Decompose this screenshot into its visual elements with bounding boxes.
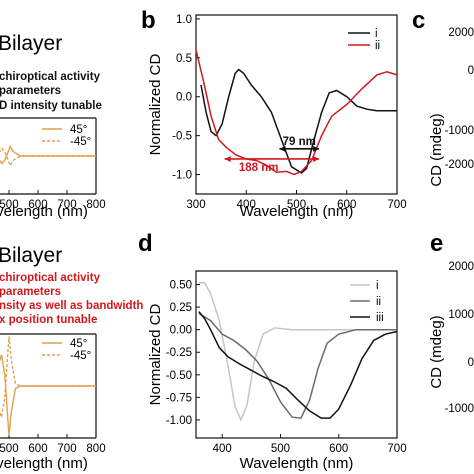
panel-c-note-3: nsity as well as bandwidth	[0, 300, 143, 312]
plot-d-ytick-4: -0.50	[166, 370, 192, 382]
panel-c-title: Bilayer	[0, 244, 62, 267]
chart-c: 00500600700800velength (nm)45°-45°	[0, 333, 106, 472]
plot-b-ytick-2: 0.0	[176, 92, 192, 104]
plot-a-legend-label-0: 45°	[70, 124, 87, 136]
panel-e-right: e CD (mdeg) 2000 1000 0 -1000	[428, 230, 474, 415]
panel-e-right-tick-1: 1000	[448, 309, 474, 321]
plot-b-annot-arrow-left-1	[224, 155, 231, 162]
plot-c-legend-label-1: -45°	[70, 350, 91, 362]
plot-a-xtick-2: 600	[28, 199, 47, 211]
plot-d-xtick-0: 400	[213, 443, 232, 455]
plot-b-series-i	[200, 68, 397, 174]
plot-b-legend-label-0: i	[375, 28, 378, 40]
plot-c-xtick-2: 600	[28, 443, 47, 455]
panel-c-right-tick-1: 0	[468, 65, 474, 77]
panel-e-right-tick-0: 2000	[448, 261, 474, 273]
plot-d-ytick-0: 0.50	[170, 280, 192, 292]
plot-b-xtick-0: 300	[186, 199, 205, 211]
plot-d-ytick-5: -0.75	[166, 392, 192, 404]
plot-b-annot-label-1: 188 nm	[239, 162, 279, 174]
panel-e-right-ylabel: CD (mdeg)	[428, 315, 445, 388]
plot-c-legend-label-0: 45°	[70, 338, 87, 350]
panel-c-right-tick-2: -1000	[445, 125, 474, 137]
plot-b-ytick-0: 1.0	[176, 14, 192, 26]
chart-a: 00500600700800velength (nm)45°-45°	[0, 117, 106, 220]
plot-b-ytick-4: -1.0	[172, 170, 192, 182]
plot-c-xlabel: velength (nm)	[0, 455, 88, 472]
plot-b-xtick-2: 500	[287, 199, 306, 211]
plot-d-xlabel: Wavelength (nm)	[240, 455, 354, 472]
plot-b-ytick-3: -0.5	[172, 131, 192, 143]
plot-a-xlabel: velength (nm)	[0, 203, 88, 220]
plot-b-series-ii	[195, 49, 398, 176]
plot-d-ytick-2: 0.00	[170, 325, 192, 337]
plot-a-series-1	[0, 147, 96, 168]
plot-b-annot-arrow-right-1	[313, 155, 320, 162]
plot-d-legend-label-2: iii	[376, 312, 384, 324]
plot-d-xtick-1: 500	[271, 443, 290, 455]
panel-b-letter: b	[141, 7, 156, 34]
panel-e-right-letter: e	[430, 230, 443, 257]
plot-b-annot-label-0: 79 nm	[283, 136, 316, 148]
panel-c-note-2: parameters	[0, 286, 61, 298]
plot-d-xtick-3: 700	[387, 443, 406, 455]
plot-b-ylabel: Normalized CD	[147, 53, 164, 155]
panel-c-right-letter: c	[412, 7, 425, 34]
plot-d-frame	[195, 270, 398, 439]
plot-d-xtick-2: 600	[329, 443, 348, 455]
plot-b-xtick-1: 400	[237, 199, 256, 211]
panel-c-right: c CD (mdeg) 2000 0 -1000 -2000	[412, 7, 474, 187]
panel-a: Bilayer chiroptical activity parameters …	[0, 32, 106, 220]
chart-d: 400 500 600 700 0.50 0.25 0.00 -0.25 -0.50 -0.75 -…	[147, 270, 407, 472]
plot-a-xtick-3: 700	[57, 199, 76, 211]
plot-b-legend-label-1: ii	[375, 40, 380, 52]
plot-c-xtick-4: 800	[86, 443, 105, 455]
plot-a-series-0	[0, 144, 96, 165]
plot-d-series-iii	[198, 311, 398, 419]
plot-b-xtick-3: 600	[337, 199, 356, 211]
panel-a-note-1: chiroptical activity	[0, 71, 101, 83]
plot-d-series-i	[198, 281, 397, 422]
panel-c: Bilayer chiroptical activity parameters …	[0, 244, 143, 472]
plot-b-xlabel: Wavelength (nm)	[240, 203, 354, 220]
plot-b-annot-arrow-left-0	[279, 145, 286, 152]
panel-c-right-tick-0: 2000	[448, 27, 474, 39]
panel-a-note-2: parameters	[0, 85, 61, 97]
plot-c-xtick-3: 700	[57, 443, 76, 455]
plot-b-xtick-4: 700	[387, 199, 406, 211]
panel-d-letter: d	[138, 230, 153, 257]
panel-c-right-ylabel: CD (mdeg)	[428, 113, 445, 186]
plot-a-legend-label-1: -45°	[70, 136, 91, 148]
plot-d-ytick-3: -0.25	[166, 347, 192, 359]
plot-a-xtick-1: 500	[0, 199, 19, 211]
plot-d-ylabel: Normalized CD	[147, 303, 164, 405]
plot-b-annot-arrow-right-0	[313, 145, 320, 152]
plot-c-xtick-1: 500	[0, 443, 19, 455]
panel-c-note-1: chiroptical activity	[0, 272, 101, 284]
panel-e-right-tick-3: -1000	[445, 403, 474, 415]
panel-a-note-3: D intensity tunable	[0, 100, 102, 112]
plot-b-ytick-1: 0.5	[176, 53, 192, 65]
plot-d-ytick-1: 0.25	[170, 302, 192, 314]
plot-d-series-ii	[198, 312, 397, 419]
plot-c-series-0	[0, 354, 96, 436]
plot-a-xtick-4: 800	[86, 199, 105, 211]
panel-e-right-tick-2: 0	[468, 357, 474, 369]
panel-c-note-4: x position tunable	[0, 314, 97, 326]
plot-d-legend-label-0: i	[376, 280, 379, 292]
chart-b: 300 400 500 600 700 1.0 0.5 0.0 -0.5 -1.0 Waveleng…	[147, 14, 407, 220]
plot-d-ytick-6: -1.00	[166, 415, 192, 427]
panel-c-right-tick-3: -2000	[445, 159, 474, 171]
plot-d-legend-label-1: ii	[376, 296, 381, 308]
panel-a-title: Bilayer	[0, 32, 62, 55]
